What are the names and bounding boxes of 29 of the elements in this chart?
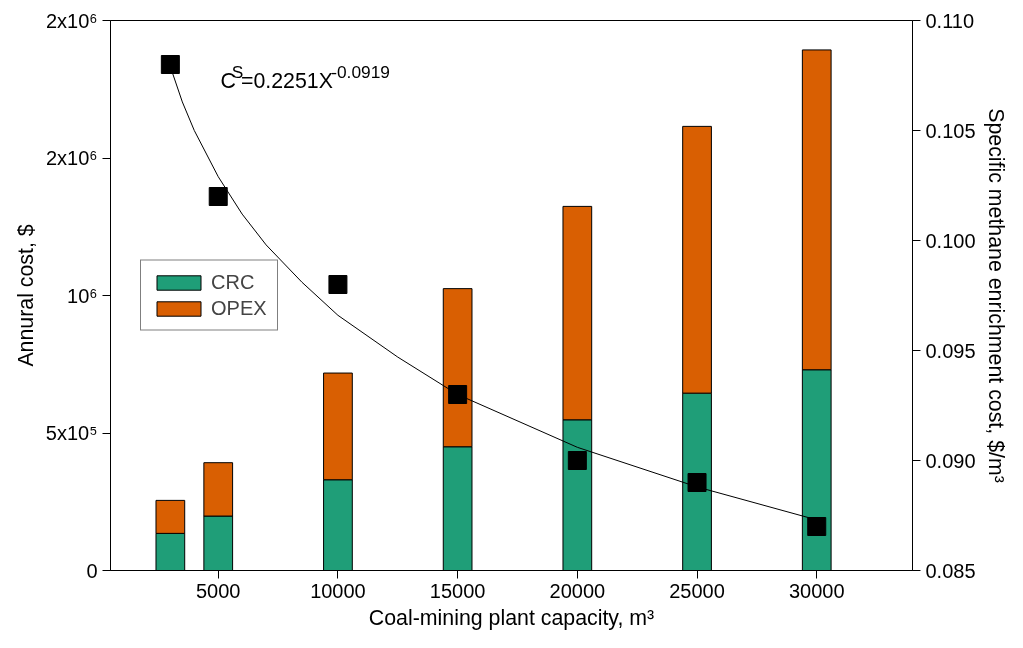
y-tick-label: 5x10⁵: [45, 422, 98, 444]
point: [687, 473, 707, 492]
legend-label: OPEX: [211, 296, 267, 320]
x-tick-label: 25000: [669, 579, 725, 602]
point: [208, 187, 228, 206]
y2-tick-label: 0.110: [925, 9, 975, 32]
x-tick-label: 10000: [310, 579, 366, 602]
x-tick-label: 15000: [429, 579, 486, 602]
y2-tick-label: 0.100: [925, 229, 976, 252]
point: [807, 517, 827, 536]
x-tick-label: 5000: [195, 579, 241, 602]
x-tick-label: 20000: [549, 579, 606, 602]
y2-tick-label: 0.105: [925, 119, 976, 142]
y-tick-label: 0: [86, 559, 98, 582]
point: [567, 451, 587, 470]
y-tick-label: 2x10⁶: [45, 9, 98, 32]
x-axis-title: Coal-mining plant capacity, m³: [368, 605, 655, 630]
point: [328, 275, 348, 294]
y-axis-title: Annural cost, $: [13, 224, 38, 367]
point: [448, 385, 468, 404]
legend-label: CRC: [211, 270, 255, 294]
x-tick-label: 30000: [788, 579, 845, 602]
y-tick-label: 10⁶: [67, 284, 98, 307]
y-tick-label: 2x10⁶: [45, 147, 98, 169]
point: [160, 55, 180, 74]
y2-tick-label: 0.085: [925, 559, 976, 582]
y2-tick-label: 0.095: [925, 339, 976, 362]
y2-tick-label: 0.090: [925, 449, 976, 472]
y2-axis-title: Specific methane enrichment cost, $/m³: [983, 108, 1008, 483]
